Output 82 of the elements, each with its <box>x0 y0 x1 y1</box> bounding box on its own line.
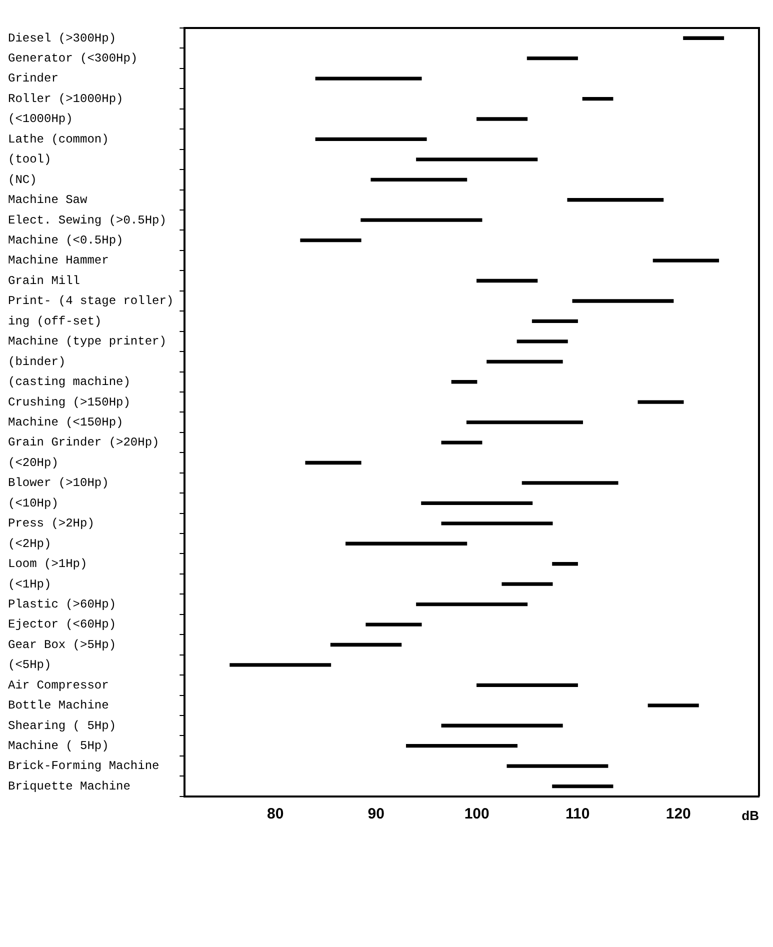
bar <box>476 278 538 283</box>
y-tick-label: (<2Hp) <box>8 536 52 551</box>
bar <box>370 178 468 182</box>
bar <box>466 420 583 424</box>
bar <box>421 501 533 506</box>
y-tick-label: Plastic (>60Hp) <box>8 597 116 612</box>
bar <box>652 258 720 262</box>
bar <box>230 663 332 667</box>
y-tick-label: (binder) <box>8 354 66 369</box>
bar <box>441 440 482 444</box>
bar <box>360 218 482 222</box>
bar <box>330 642 402 647</box>
y-tick-label: Machine Saw <box>8 193 88 208</box>
x-axis-title: dB <box>742 808 759 823</box>
y-tick-label: (<10Hp) <box>8 496 58 510</box>
y-tick-label: Print- (4 stage roller) <box>8 294 174 308</box>
y-tick-label: Blower (>10Hp) <box>8 476 109 490</box>
bar <box>451 380 478 384</box>
bar <box>516 340 568 344</box>
bar <box>582 96 614 101</box>
y-tick-label: ing (off-set) <box>8 314 102 328</box>
y-tick-label: (casting machine) <box>8 375 130 390</box>
y-tick-label: Machine Hammer <box>8 254 109 268</box>
y-tick-label: Briquette Machine <box>8 779 130 794</box>
y-tick-label: (<5Hp) <box>8 658 52 672</box>
bar <box>526 56 578 60</box>
y-tick-label: Lathe (common) <box>8 132 109 146</box>
x-tick-label: 80 <box>266 806 284 823</box>
bar <box>441 724 563 728</box>
y-tick-label: Press (>2Hp) <box>8 516 94 531</box>
bar <box>406 744 518 748</box>
bar <box>476 117 528 121</box>
bar <box>552 784 614 788</box>
y-tick-label: Roller (>1000Hp) <box>8 92 124 106</box>
y-tick-label: Machine (type printer) <box>8 334 166 349</box>
bar <box>648 704 699 708</box>
y-tick-label: Grain Grinder (>20Hp) <box>8 436 160 450</box>
y-tick-label: Generator (<300Hp) <box>8 52 138 66</box>
bar <box>567 198 664 202</box>
y-tick-label: Loom (>1Hp) <box>8 557 88 572</box>
bar <box>416 602 528 606</box>
bar <box>416 158 538 162</box>
y-tick-label: Shearing ( 5Hp) <box>8 718 116 733</box>
y-tick-label: (<20Hp) <box>8 456 58 470</box>
y-tick-label: Crushing (>150Hp) <box>8 395 130 410</box>
x-tick-label: 120 <box>666 806 691 823</box>
bar <box>552 562 578 566</box>
x-tick-label: 100 <box>464 806 490 823</box>
bar <box>506 764 608 768</box>
y-tick-label: Air Compressor <box>8 678 109 692</box>
bar <box>305 460 362 465</box>
bar <box>441 522 553 526</box>
bar <box>638 400 684 404</box>
y-tick-label: Diesel (>300Hp) <box>8 31 116 46</box>
bar <box>315 137 427 142</box>
bar <box>572 299 674 303</box>
x-tick-label: 110 <box>566 806 590 823</box>
y-tick-label: Bottle Machine <box>8 698 109 713</box>
y-tick-label: Elect. Sewing (>0.5Hp) <box>8 213 166 228</box>
y-tick-label: Machine ( 5Hp) <box>8 739 109 754</box>
bar <box>486 360 563 364</box>
bar <box>346 542 468 546</box>
y-tick-label: (<1Hp) <box>8 577 52 592</box>
y-tick-label: Gear Box (>5Hp) <box>8 638 116 652</box>
bar <box>366 622 422 626</box>
x-tick-label: 90 <box>368 806 384 823</box>
y-tick-label: Grinder <box>8 72 58 86</box>
bar <box>532 319 578 324</box>
bar <box>683 36 724 40</box>
y-tick-label: Machine (<150Hp) <box>8 415 124 430</box>
bar <box>522 481 618 485</box>
y-tick-label: (tool) <box>8 152 52 167</box>
bar <box>476 683 578 688</box>
bar <box>315 76 422 80</box>
y-tick-label: (NC) <box>8 172 37 187</box>
y-tick-label: Ejector (<60Hp) <box>8 618 116 632</box>
y-tick-label: Machine (<0.5Hp) <box>8 233 124 248</box>
y-tick-label: Grain Mill <box>8 274 80 288</box>
bar <box>502 582 553 586</box>
bar <box>300 238 362 242</box>
y-tick-label: Brick-Forming Machine <box>8 759 160 774</box>
y-tick-label: (<1000Hp) <box>8 112 73 126</box>
